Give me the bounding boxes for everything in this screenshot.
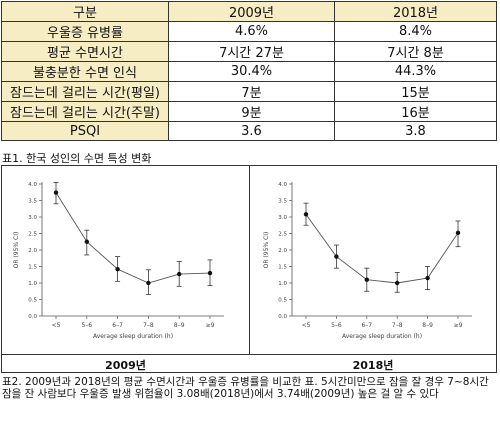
cell-2009: 9분 bbox=[168, 101, 335, 122]
data-point bbox=[303, 212, 309, 217]
x-tick-label: <5 bbox=[302, 322, 311, 329]
y-tick-label: 3.0 bbox=[28, 215, 37, 221]
data-point bbox=[425, 275, 430, 281]
x-tick-label: 5–6 bbox=[81, 322, 92, 329]
y-tick-label: 3.0 bbox=[278, 215, 287, 221]
table-header-row: 구분 2009년 2018년 bbox=[1, 1, 497, 22]
y-tick-label: 1.5 bbox=[278, 265, 287, 271]
y-tick-label: 1.0 bbox=[28, 281, 37, 287]
y-axis-label: OR (95% CI) bbox=[13, 232, 20, 269]
cell-2009: 4.6% bbox=[168, 21, 335, 42]
data-point bbox=[207, 270, 213, 276]
data-point bbox=[53, 190, 59, 195]
y-tick-label: 4.0 bbox=[28, 182, 37, 188]
column-header: 2018년 bbox=[334, 1, 497, 22]
panel-label-2018: 2018년 bbox=[352, 359, 394, 372]
data-point bbox=[177, 271, 182, 277]
cell-2009: 7시간 27분 bbox=[168, 41, 335, 62]
data-point bbox=[334, 254, 339, 259]
cell-2018: 8.4% bbox=[334, 21, 497, 42]
x-axis-label: Average sleep duration (h) bbox=[342, 333, 422, 340]
data-point bbox=[115, 266, 120, 272]
chart-2009: 0.0 0.5 1.0 1.5 2.0 2.5 3.0 3.5 4.0 OR (95% CI) <5… bbox=[13, 181, 224, 340]
cell-2009: 30.4% bbox=[168, 61, 335, 82]
cell-2009: 7분 bbox=[168, 81, 335, 102]
column-header: 구분 bbox=[1, 1, 169, 22]
table-row: 평균 수면시간 7시간 27분 7시간 8분 bbox=[1, 41, 497, 62]
row-label: 평균 수면시간 bbox=[1, 41, 169, 62]
cell-2018: 15분 bbox=[334, 81, 497, 102]
panel-divider bbox=[249, 166, 250, 354]
data-point bbox=[395, 280, 400, 286]
y-tick-label: 2.0 bbox=[278, 248, 287, 254]
data-point bbox=[455, 230, 461, 236]
y-tick-label: 3.5 bbox=[28, 199, 37, 205]
x-tick-label: <5 bbox=[52, 322, 61, 329]
x-axis-label: Average sleep duration (h) bbox=[93, 333, 173, 340]
y-tick-label: 4.0 bbox=[278, 182, 287, 188]
y-tick-label: 2.0 bbox=[28, 248, 37, 254]
x-tick-label: 7–8 bbox=[143, 322, 154, 329]
x-tick-label: 8–9 bbox=[174, 322, 185, 329]
row-label: 잠드는데 걸리는 시간(주말) bbox=[1, 101, 169, 122]
table-row: 불충분한 수면 인식 30.4% 44.3% bbox=[1, 61, 497, 82]
cell-2018: 7시간 8분 bbox=[334, 41, 497, 62]
y-tick-label: 1.0 bbox=[278, 281, 287, 287]
table-row: 잠드는데 걸리는 시간(주말) 9분 16분 bbox=[1, 101, 497, 122]
y-tick-label: 0.0 bbox=[28, 314, 37, 320]
row-label: PSQI bbox=[1, 121, 169, 141]
chart-2018: 0.0 0.5 1.0 1.5 2.0 2.5 3.0 3.5 4.0 OR (95% CI) <5… bbox=[263, 182, 472, 340]
x-tick-label: ≥9 bbox=[454, 322, 463, 329]
x-tick-label: 5–6 bbox=[331, 322, 342, 329]
cell-2018: 44.3% bbox=[334, 61, 497, 82]
row-label: 우울증 유병률 bbox=[1, 21, 169, 42]
table-row: 잠드는데 걸리는 시간(평일) 7분 15분 bbox=[1, 81, 497, 102]
series-line bbox=[55, 192, 211, 284]
y-tick-label: 1.5 bbox=[28, 265, 37, 271]
y-tick-label: 0.0 bbox=[278, 314, 287, 320]
cell-2018: 16분 bbox=[334, 101, 497, 122]
x-tick-label: 6–7 bbox=[361, 322, 372, 329]
row-label: 잠드는데 걸리는 시간(평일) bbox=[1, 81, 169, 102]
panel-label-divider bbox=[2, 354, 496, 355]
panel-label-2009: 2009년 bbox=[105, 359, 146, 372]
cell-2018: 3.8 bbox=[334, 121, 497, 141]
x-tick-label: 8–9 bbox=[422, 322, 433, 329]
y-tick-label: 0.5 bbox=[28, 298, 37, 304]
table-caption: 표1. 한국 성인의 수면 특성 변화 bbox=[2, 152, 152, 165]
table-row: 우울증 유병률 4.6% 8.4% bbox=[1, 21, 497, 42]
figure-caption: 표2. 2009년과 2018년의 평균 수면시간과 우울증 유병률을 비교한 … bbox=[2, 376, 489, 400]
series-line bbox=[305, 214, 459, 284]
cell-2009: 3.6 bbox=[168, 121, 335, 141]
y-tick-label: 3.5 bbox=[278, 199, 287, 205]
table-row: PSQI 3.6 3.8 bbox=[1, 121, 497, 141]
x-tick-label: 6–7 bbox=[112, 322, 123, 329]
sleep-characteristics-table: 구분 2009년 2018년 우울증 유병률 4.6% 8.4% 평균 수면시간… bbox=[1, 1, 497, 141]
figure-box: 0.0 0.5 1.0 1.5 2.0 2.5 3.0 3.5 4.0 OR (95% CI) <5… bbox=[1, 165, 497, 373]
data-point bbox=[146, 280, 151, 286]
data-point bbox=[84, 239, 90, 244]
data-point bbox=[364, 277, 369, 282]
y-axis-label: OR (95% CI) bbox=[263, 232, 270, 269]
y-tick-label: 2.5 bbox=[278, 232, 287, 238]
x-tick-label: ≥9 bbox=[206, 322, 215, 329]
y-tick-label: 2.5 bbox=[28, 232, 37, 238]
row-label: 불충분한 수면 인식 bbox=[1, 61, 169, 82]
column-header: 2009년 bbox=[168, 1, 335, 22]
x-tick-label: 7–8 bbox=[392, 322, 403, 329]
y-tick-label: 0.5 bbox=[278, 298, 287, 304]
